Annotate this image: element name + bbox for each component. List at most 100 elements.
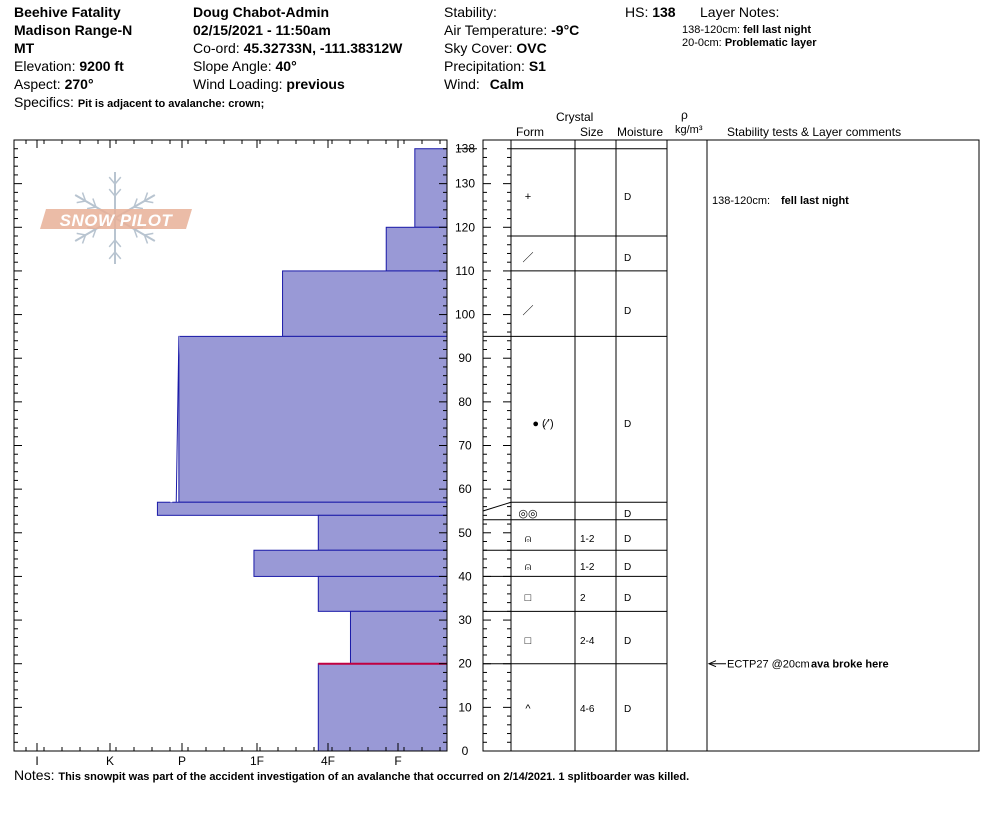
layer-form: ◎◎ [518,508,537,520]
layer-note: 20-0cm: Problematic layer [682,37,817,50]
coord-field: Co-ord: 45.32733N, -111.38312W [193,40,402,56]
crystal-header: Crystal [556,110,594,124]
slope-value: 40° [275,58,297,74]
location-name: Beehive Fatality [14,4,121,20]
snowflake-branch [76,232,86,236]
notes-label: Notes: [14,767,55,783]
layer-notes-label: Layer Notes: [700,4,780,20]
depth-tick-label: 80 [458,395,472,409]
snowflake-branch [114,239,122,248]
state-name: MT [14,40,35,56]
layer-note-text: Problematic layer [724,37,817,49]
snowflake-branch [114,188,122,197]
observer-name: Doug Chabot-Admin [193,4,330,20]
layer-moisture: D [624,419,631,430]
hardness-bar [253,549,448,577]
wind-loading-field: Wind Loading: previous [193,76,345,92]
depth-tick-label: 110 [455,264,474,278]
aspect-value: 270° [64,76,94,92]
hardness-bar [317,575,448,612]
layer-moisture: D [624,704,631,715]
wind-field: Wind: Calm [444,76,524,92]
snowflake-branch [92,198,97,208]
depth-tick-label: 100 [455,308,475,322]
layer-comment-text: fell last night [781,195,849,207]
depth-tick-label: 60 [458,482,472,496]
hardness-bar [317,663,448,752]
sky-cover-label: Sky Cover: [444,40,513,56]
density-symbol: ρ [681,108,688,122]
hardness-bar [317,514,448,551]
hardness-tick-label: 4F [321,754,335,768]
elevation-label: Elevation: [14,58,76,74]
layer-moisture: D [624,192,631,203]
coord-value: 45.32733N, -111.38312W [243,40,403,56]
hardness-tick-label: F [394,754,401,768]
hardness-bar [178,335,448,503]
stability-label: Stability: [444,4,497,20]
snowflake-branch [144,200,154,204]
notes-field: Notes: This snowpit was part of the acci… [14,767,689,784]
snowflake-branch [108,251,116,260]
depth-tick-label: 20 [458,657,472,671]
notes-text: This snowpit was part of the accident in… [58,771,690,783]
snowflake-branch [133,198,138,208]
wind-value: Calm [489,76,524,92]
hardness-bars [156,148,448,752]
layer-size: 2-4 [580,636,595,647]
elevation-value: 9200 ft [79,58,124,74]
stability-test-result: ECTP27 @20cm [727,659,810,671]
layer-form: + [525,191,531,203]
layer-table: + D ／ D ／ D ● (∕ʼ) D ◎◎ D ⍝ 1-2 D ⍝ 1-2 D □ 2 D □ 2-4 D ^ 4-6 D [482,148,667,715]
layer-form: ／ [523,251,534,264]
snowflake-branch [114,176,122,185]
coord-label: Co-ord: [193,40,240,56]
depth-tick-label: 130 [455,177,475,191]
wind-loading-label: Wind Loading: [193,76,283,92]
layer-form: ⍝ [525,533,532,545]
hardness-tick-label: I [35,754,38,768]
depth-tick-label: 30 [458,613,472,627]
snowflake-branch [81,234,87,244]
layer-note-range: 20-0cm: [682,37,722,49]
precip-label: Precipitation: [444,58,525,74]
depth-tick-label: 0 [462,744,469,758]
depth-tick-label: 40 [458,569,472,583]
stability-test-arrowhead [707,660,717,668]
layer-moisture: D [624,636,631,647]
observation-datetime: 02/15/2021 - 11:50am [193,22,331,38]
layer-size: 2 [580,593,586,604]
aspect-field: Aspect: 270° [14,76,94,92]
layer-moisture: D [624,509,631,520]
depth-tick-label: 120 [455,220,475,234]
logo-banner [40,209,192,229]
snow-pilot-logo: SNOW PILOT [40,172,192,264]
hardness-tick-label: P [178,754,186,768]
form-header: Form [516,125,544,139]
snowflake-branch [76,200,86,204]
specifics-value: Pit is adjacent to avalanche: crown; [77,98,265,110]
aspect-label: Aspect: [14,76,61,92]
layer-connector [482,501,512,512]
depth-tick-label: 10 [458,700,472,714]
precip-field: Precipitation: S1 [444,58,546,74]
bar-slant-mask [170,336,180,503]
layer-comments: 138-120cm: fell last night ECTP27 @20cm ava… [707,195,889,671]
hardness-axis: I K P 1F 4F F [25,140,441,768]
snowflake-branch [133,228,138,238]
hardness-bar [156,501,448,516]
layer-size: 1-2 [580,534,595,545]
layer-moisture: D [624,593,631,604]
air-temp-label: Air Temperature: [444,22,548,38]
moisture-header: Moisture [617,125,664,139]
hs-value: 138 [652,4,676,20]
layer-moisture: D [624,253,631,264]
snowflake-branch [143,192,149,202]
hs-label: HS: [625,4,649,20]
snowflake-branch [114,251,122,260]
slope-label: Slope Angle: [193,58,272,74]
layer-moisture: D [624,562,631,573]
hardness-bar [385,226,448,272]
snowflake-branch [143,234,149,244]
